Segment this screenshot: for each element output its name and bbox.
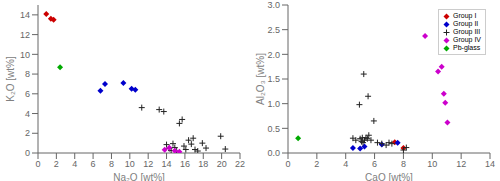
svg-text:0: 0 (25, 148, 30, 158)
svg-text:6: 6 (91, 159, 96, 169)
svg-text:14: 14 (485, 159, 492, 169)
svg-text:8: 8 (401, 159, 406, 169)
svg-text:K₂O [wt%]: K₂O [wt%] (8, 56, 16, 102)
html-text:Group I: Group I (453, 12, 477, 19)
svg-text:6: 6 (25, 89, 30, 99)
svg-text:Al₂O₃ [wt%]: Al₂O₃ [wt%] (255, 53, 266, 105)
svg-text:3.0: 3.0 (267, 0, 280, 10)
svg-text:2: 2 (54, 159, 59, 169)
svg-text:0.5: 0.5 (267, 124, 280, 134)
svg-text:16: 16 (180, 159, 190, 169)
svg-text:2.0: 2.0 (267, 50, 280, 60)
svg-text:0.0: 0.0 (267, 148, 280, 158)
svg-text:4: 4 (343, 159, 348, 169)
svg-text:4: 4 (25, 109, 30, 119)
svg-text:1.5: 1.5 (267, 74, 280, 84)
svg-text:8: 8 (25, 69, 30, 79)
svg-text:8: 8 (109, 159, 114, 169)
svg-text:12: 12 (456, 159, 466, 169)
svg-text:20: 20 (217, 159, 227, 169)
svg-text:6: 6 (372, 159, 377, 169)
svg-text:18: 18 (198, 159, 208, 169)
svg-text:14: 14 (20, 10, 30, 20)
svg-text:2.5: 2.5 (267, 25, 280, 35)
svg-text:Na₂O [wt%]: Na₂O [wt%] (113, 172, 165, 181)
svg-text:12: 12 (143, 159, 153, 169)
html-text:Group IV: Group IV (453, 36, 481, 43)
html-text:Group III: Group III (453, 28, 481, 35)
svg-text:4: 4 (72, 159, 77, 169)
svg-text:1.0: 1.0 (267, 99, 280, 109)
svg-text:22: 22 (235, 159, 245, 169)
svg-text:14: 14 (162, 159, 172, 169)
svg-text:CaO [wt%]: CaO [wt%] (365, 172, 413, 181)
svg-text:10: 10 (427, 159, 437, 169)
svg-text:10: 10 (125, 159, 135, 169)
svg-text:2: 2 (25, 128, 30, 138)
svg-text:10: 10 (20, 50, 30, 60)
svg-text:12: 12 (20, 30, 30, 40)
html-text:Pb-glass: Pb-glass (453, 44, 481, 51)
html-text:Group II: Group II (453, 20, 479, 27)
svg-text:0: 0 (285, 159, 290, 169)
svg-text:0: 0 (35, 159, 40, 169)
svg-text:2: 2 (314, 159, 319, 169)
